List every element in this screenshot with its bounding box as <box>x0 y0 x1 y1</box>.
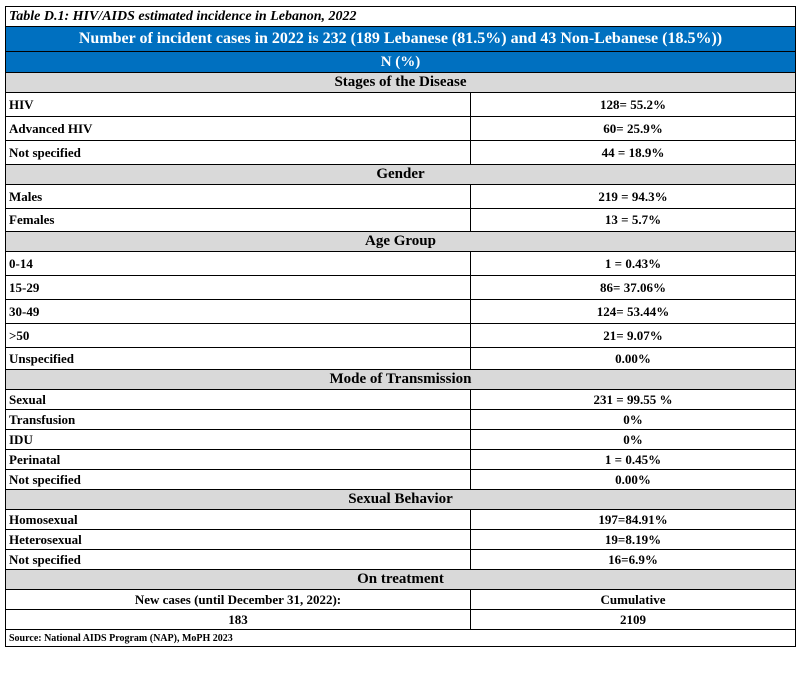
cumulative-value: 2109 <box>469 609 797 630</box>
table-row: 0-14 1 = 0.43% <box>5 251 797 276</box>
cumulative-label: Cumulative <box>469 589 797 610</box>
row-value: 13 = 5.7% <box>469 208 797 232</box>
row-label: Perinatal <box>5 449 471 470</box>
row-value: 0.00% <box>469 469 797 490</box>
table-row: Perinatal 1 = 0.45% <box>5 449 797 470</box>
source-row: Source: National AIDS Program (NAP), MoP… <box>4 629 797 647</box>
row-value: 19=8.19% <box>469 529 797 550</box>
table-row: Unspecified 0.00% <box>5 347 797 370</box>
hiv-incidence-table: Table D.1: HIV/AIDS estimated incidence … <box>4 6 797 647</box>
table-row: Not specified 16=6.9% <box>5 549 797 570</box>
section-header-treatment: On treatment <box>4 569 797 590</box>
row-label: Sexual <box>5 389 471 410</box>
treatment-label-row: New cases (until December 31, 2022): Cum… <box>5 589 797 610</box>
table-row: >50 21= 9.07% <box>5 323 797 348</box>
section-heading: Sexual Behavior <box>4 489 797 510</box>
row-label: Advanced HIV <box>5 116 471 141</box>
row-value: 128= 55.2% <box>469 92 797 117</box>
row-value: 44 = 18.9% <box>469 140 797 165</box>
row-value: 219 = 94.3% <box>469 184 797 209</box>
table-row: HIV 128= 55.2% <box>5 92 797 117</box>
row-label: Homosexual <box>5 509 471 530</box>
row-value: 21= 9.07% <box>469 323 797 348</box>
row-value: 0.00% <box>469 347 797 370</box>
table-row: Not specified 0.00% <box>5 469 797 490</box>
row-value: 0% <box>469 429 797 450</box>
table-row: 30-49 124= 53.44% <box>5 299 797 324</box>
table-row: Sexual 231 = 99.55 % <box>5 389 797 410</box>
new-cases-label: New cases (until December 31, 2022): <box>5 589 471 610</box>
row-label: IDU <box>5 429 471 450</box>
table-row: Homosexual 197=84.91% <box>5 509 797 530</box>
row-label: Not specified <box>5 469 471 490</box>
section-heading: Stages of the Disease <box>4 72 797 93</box>
banner-row: Number of incident cases in 2022 is 232 … <box>4 26 797 52</box>
row-label: Males <box>5 184 471 209</box>
section-header-gender: Gender <box>4 164 797 185</box>
table-row: Advanced HIV 60= 25.9% <box>5 116 797 141</box>
row-value: 16=6.9% <box>469 549 797 570</box>
new-cases-value: 183 <box>5 609 471 630</box>
row-label: Females <box>5 208 471 232</box>
section-heading: On treatment <box>4 569 797 590</box>
row-value: 1 = 0.45% <box>469 449 797 470</box>
row-label: Not specified <box>5 549 471 570</box>
row-value: 0% <box>469 409 797 430</box>
row-value: 197=84.91% <box>469 509 797 530</box>
section-header-stages: Stages of the Disease <box>4 72 797 93</box>
table-row: Transfusion 0% <box>5 409 797 430</box>
incidence-summary: Number of incident cases in 2022 is 232 … <box>4 26 797 52</box>
row-label: 30-49 <box>5 299 471 324</box>
section-heading: Age Group <box>4 231 797 252</box>
row-label: Unspecified <box>5 347 471 370</box>
table-row: 15-29 86= 37.06% <box>5 275 797 300</box>
row-label: Transfusion <box>5 409 471 430</box>
source-note: Source: National AIDS Program (NAP), MoP… <box>4 629 797 647</box>
table-row: Not specified 44 = 18.9% <box>5 140 797 165</box>
row-label: Heterosexual <box>5 529 471 550</box>
row-value: 124= 53.44% <box>469 299 797 324</box>
row-label: 15-29 <box>5 275 471 300</box>
column-header: N (%) <box>4 51 797 73</box>
row-value: 60= 25.9% <box>469 116 797 141</box>
section-heading: Mode of Transmission <box>4 369 797 390</box>
row-value: 86= 37.06% <box>469 275 797 300</box>
row-label: >50 <box>5 323 471 348</box>
title-row: Table D.1: HIV/AIDS estimated incidence … <box>4 6 797 27</box>
section-header-behavior: Sexual Behavior <box>4 489 797 510</box>
section-heading: Gender <box>4 164 797 185</box>
row-value: 1 = 0.43% <box>469 251 797 276</box>
table-row: IDU 0% <box>5 429 797 450</box>
table-row: Heterosexual 19=8.19% <box>5 529 797 550</box>
row-label: HIV <box>5 92 471 117</box>
row-value: 231 = 99.55 % <box>469 389 797 410</box>
table-title: Table D.1: HIV/AIDS estimated incidence … <box>4 6 797 27</box>
treatment-value-row: 183 2109 <box>5 609 797 630</box>
column-header-row: N (%) <box>4 51 797 73</box>
section-header-age: Age Group <box>4 231 797 252</box>
section-header-transmission: Mode of Transmission <box>4 369 797 390</box>
table-row: Females 13 = 5.7% <box>5 208 797 232</box>
table-row: Males 219 = 94.3% <box>5 184 797 209</box>
row-label: Not specified <box>5 140 471 165</box>
row-label: 0-14 <box>5 251 471 276</box>
